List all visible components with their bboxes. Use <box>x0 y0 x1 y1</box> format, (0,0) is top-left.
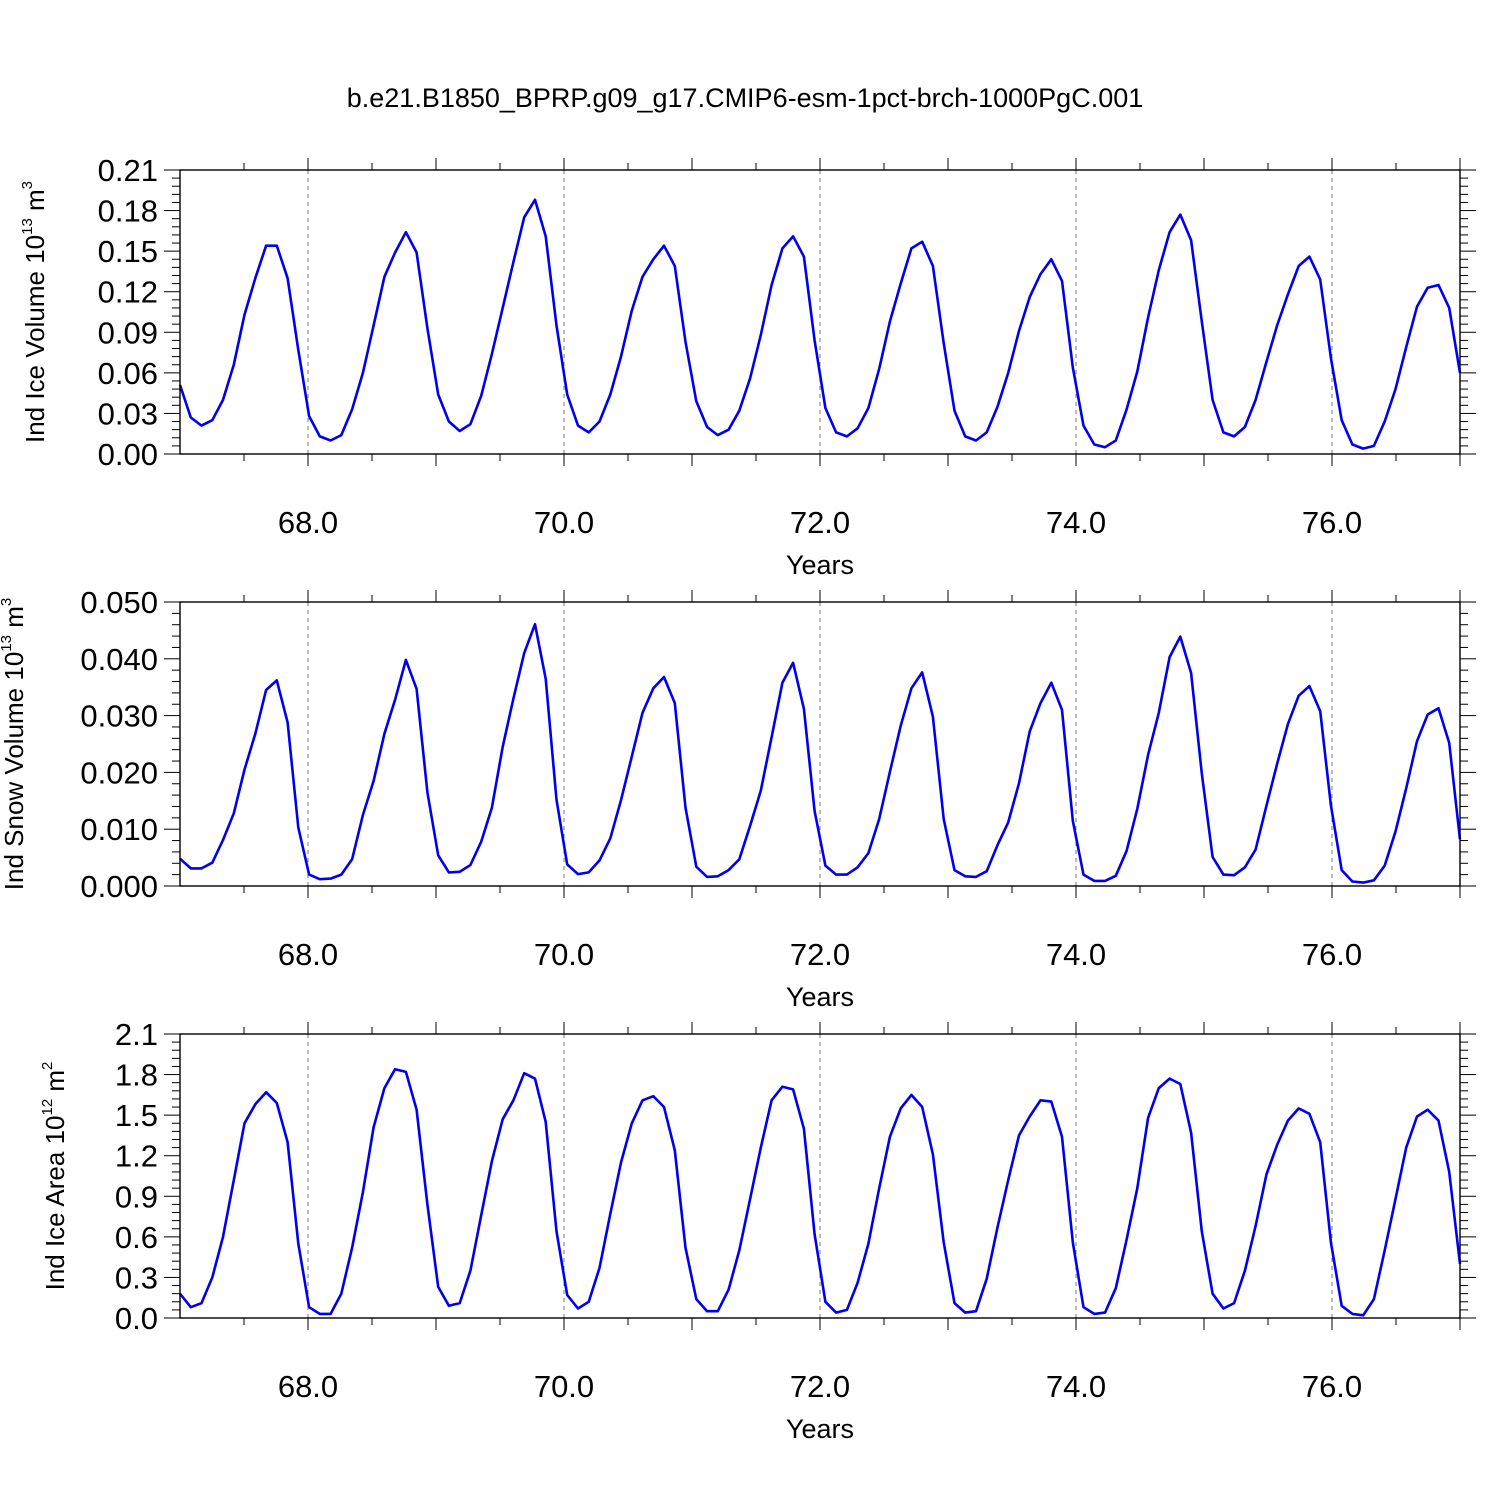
y-tick-label: 0.6 <box>115 1220 158 1255</box>
y-tick-label: 0.18 <box>98 194 158 229</box>
series-line <box>178 198 1462 450</box>
x-tick-label: 70.0 <box>534 1369 594 1404</box>
x-tick-label: 72.0 <box>790 1369 850 1404</box>
plot-frame <box>179 1033 1461 1319</box>
panel-snow-volume: 0.000 0.010 0.020 0.030 0.040 0.050 68.0 70.0 72… <box>0 585 1476 1012</box>
y-tick-label: 0.15 <box>98 234 158 269</box>
plot-frame <box>179 601 1461 887</box>
y-axis-title: Ind Snow Volume 1013 m3 <box>0 598 29 890</box>
x-tick-label: 76.0 <box>1302 505 1362 540</box>
y-axis-title-text: Ind Ice Area 10 <box>40 1116 70 1291</box>
y-tick-label: 0.9 <box>115 1179 158 1214</box>
plot-frame <box>179 169 1461 455</box>
y-tick-label: 1.2 <box>115 1139 158 1174</box>
y-axis-title: Ind Ice Area 1012 m2 <box>39 1062 70 1291</box>
panel-ice-volume: 0.00 0.03 0.06 0.09 0.12 0.15 0.18 0.21 68.0 70.0… <box>19 153 1476 580</box>
series-line <box>178 1067 1462 1317</box>
y-tick-label: 0.21 <box>98 153 158 188</box>
y-axis-title: Ind Ice Volume 1013 m3 <box>19 181 50 443</box>
y-tick-label: 1.8 <box>115 1058 158 1093</box>
x-tick-label: 74.0 <box>1046 937 1106 972</box>
y-axis-title-unit-exponent: 3 <box>0 598 15 606</box>
x-tick-label: 70.0 <box>534 505 594 540</box>
y-tick-label: 0.00 <box>98 437 158 472</box>
y-tick-label: 0.040 <box>80 642 158 677</box>
figure-title: b.e21.B1850_BPRP.g09_g17.CMIP6-esm-1pct-… <box>347 83 1144 113</box>
x-tick-label: 68.0 <box>278 505 338 540</box>
x-tick-label: 76.0 <box>1302 937 1362 972</box>
y-axis-title-exponent: 13 <box>19 218 36 235</box>
y-axis-title-exponent: 12 <box>39 1099 56 1116</box>
y-tick-label: 0.020 <box>80 755 158 790</box>
y-axis-title-exponent: 13 <box>0 635 15 652</box>
x-tick-label: 72.0 <box>790 937 850 972</box>
y-axis-title-unit: m <box>0 606 29 635</box>
x-tick-label: 76.0 <box>1302 1369 1362 1404</box>
x-tick-label: 74.0 <box>1046 1369 1106 1404</box>
x-axis-title: Years <box>786 982 854 1012</box>
y-tick-label: 0.06 <box>98 356 158 391</box>
y-axis-title-text: Ind Ice Volume 10 <box>20 235 50 443</box>
y-tick-label: 0.000 <box>80 869 158 904</box>
series-line <box>179 622 1462 884</box>
y-tick-label: 0.0 <box>115 1301 158 1336</box>
x-tick-label: 72.0 <box>790 505 850 540</box>
y-axis-title-unit-exponent: 3 <box>19 181 36 189</box>
x-axis-title: Years <box>786 550 854 580</box>
y-tick-label: 0.010 <box>80 812 158 847</box>
x-tick-label: 68.0 <box>278 937 338 972</box>
panel-ice-area: 0.0 0.3 0.6 0.9 1.2 1.5 1.8 2.1 68.0 70.0 72.0 74.0… <box>39 1017 1476 1444</box>
x-tick-label: 70.0 <box>534 937 594 972</box>
y-tick-label: 0.12 <box>98 275 158 310</box>
x-axis-title: Years <box>786 1414 854 1444</box>
x-tick-label: 74.0 <box>1046 505 1106 540</box>
y-tick-label: 0.3 <box>115 1260 158 1295</box>
y-axis-title-unit: m <box>20 189 50 218</box>
y-axis-title-unit: m <box>40 1070 70 1099</box>
y-axis-title-text: Ind Snow Volume 10 <box>0 652 29 891</box>
y-tick-label: 2.1 <box>115 1017 158 1052</box>
y-tick-label: 0.030 <box>80 699 158 734</box>
x-tick-label: 68.0 <box>278 1369 338 1404</box>
y-axis-title-unit-exponent: 2 <box>39 1062 56 1070</box>
y-tick-label: 1.5 <box>115 1098 158 1133</box>
y-tick-label: 0.050 <box>80 585 158 620</box>
y-tick-label: 0.03 <box>98 396 158 431</box>
y-tick-label: 0.09 <box>98 315 158 350</box>
